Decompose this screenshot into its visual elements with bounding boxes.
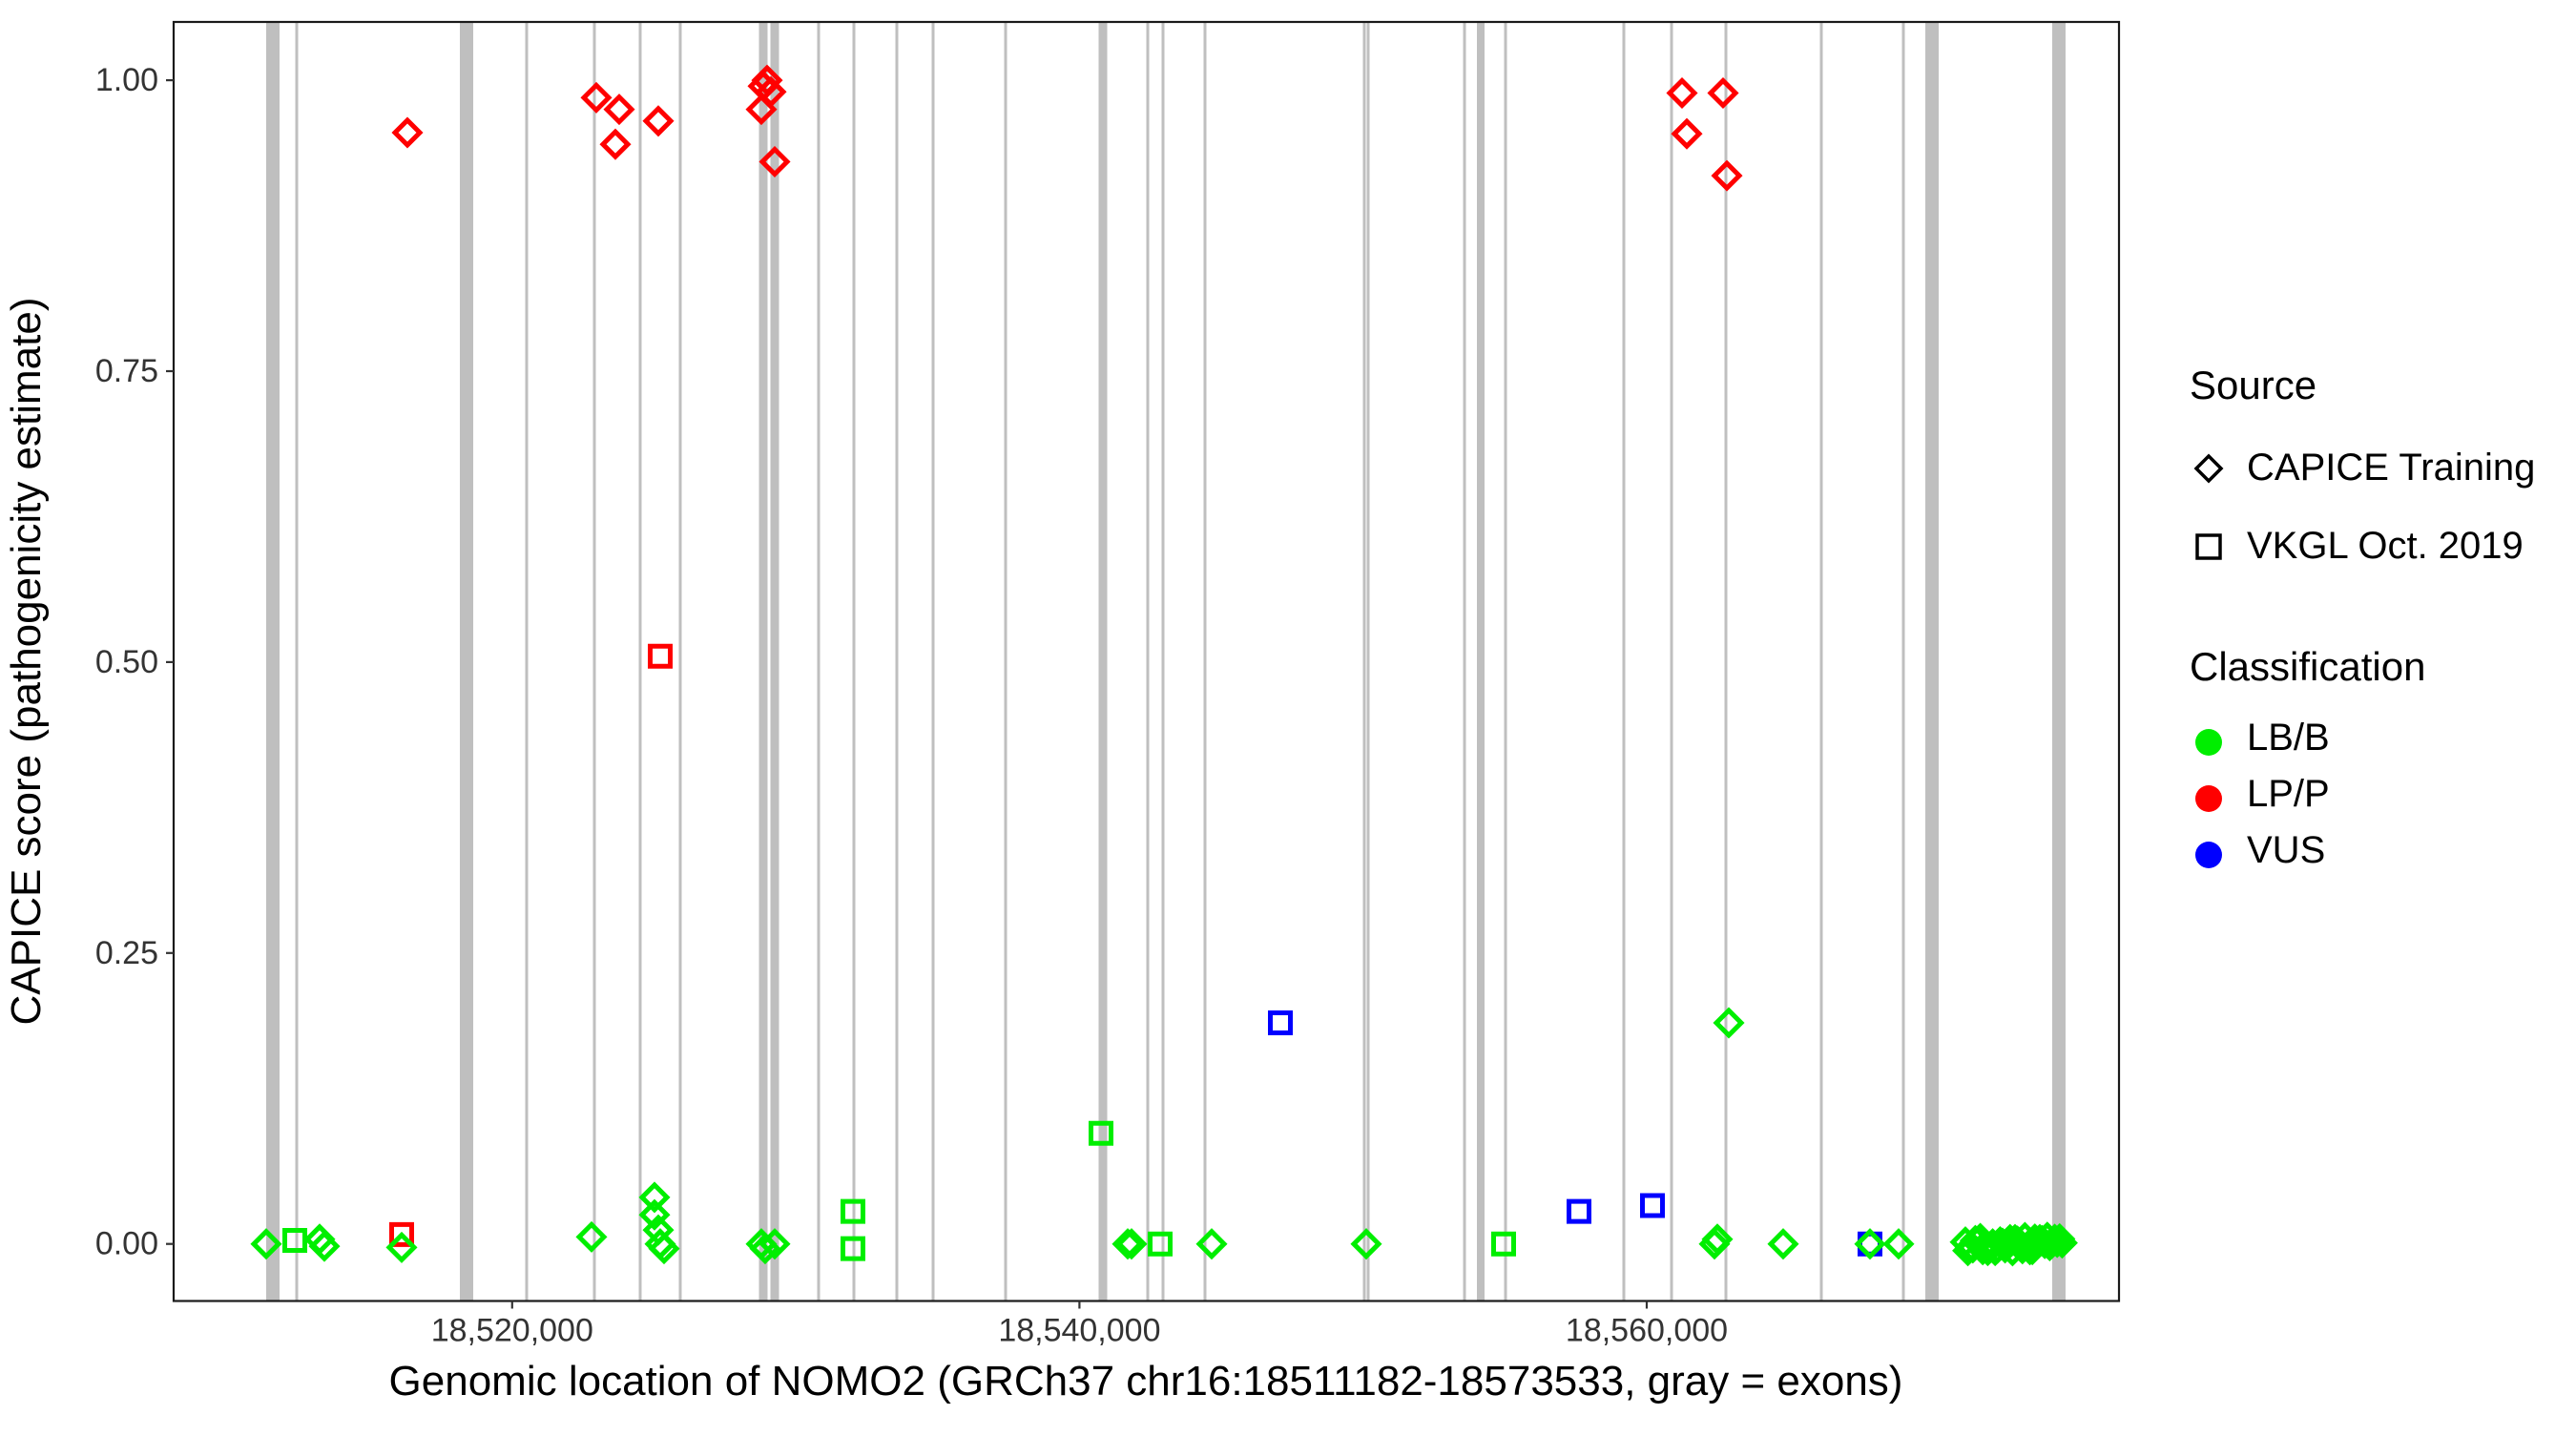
svg-text:0.50: 0.50	[95, 644, 158, 680]
svg-text:CAPICE score (pathogenicity es: CAPICE score (pathogenicity estimate)	[3, 298, 50, 1026]
svg-text:0.75: 0.75	[95, 353, 158, 389]
svg-text:CAPICE Training: CAPICE Training	[2247, 447, 2535, 489]
svg-text:Genomic location of NOMO2 (GRC: Genomic location of NOMO2 (GRCh37 chr16:…	[389, 1358, 1903, 1405]
svg-text:18,560,000: 18,560,000	[1566, 1313, 1728, 1349]
svg-text:1.00: 1.00	[95, 62, 158, 98]
svg-text:18,540,000: 18,540,000	[998, 1313, 1160, 1349]
svg-text:Classification: Classification	[2190, 644, 2425, 689]
svg-text:0.25: 0.25	[95, 935, 158, 971]
svg-text:VKGL Oct. 2019: VKGL Oct. 2019	[2247, 525, 2524, 567]
svg-text:Source: Source	[2190, 363, 2316, 407]
svg-text:LB/B: LB/B	[2247, 717, 2330, 759]
svg-text:LP/P: LP/P	[2247, 773, 2330, 815]
svg-text:18,520,000: 18,520,000	[431, 1313, 593, 1349]
svg-text:VUS: VUS	[2247, 829, 2325, 871]
svg-text:0.00: 0.00	[95, 1226, 158, 1262]
